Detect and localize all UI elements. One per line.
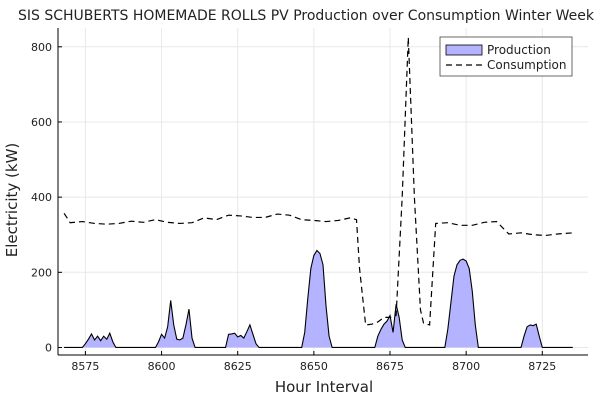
x-tick-label-6: 8725	[528, 360, 556, 373]
series-layer	[63, 37, 573, 349]
legend: Production Consumption	[439, 36, 573, 77]
axis-layer: 8575 8600 8625 8650 8675 8700 8725 0 200 400 600 80…	[31, 28, 588, 373]
legend-box	[439, 36, 573, 77]
x-tick-label-3: 8650	[300, 360, 328, 373]
x-tick-label-0: 8575	[71, 360, 99, 373]
legend-swatch-production	[445, 44, 483, 56]
x-tick-label-4: 8675	[376, 360, 404, 373]
production-area	[64, 250, 573, 348]
y-tick-label-3: 600	[31, 116, 52, 129]
legend-label-consumption: Consumption	[487, 58, 566, 72]
chart-title: SIS SCHUBERTS HOMEMADE ROLLS PV Producti…	[18, 8, 595, 24]
x-tick-label-5: 8700	[452, 360, 480, 373]
consumption-line	[63, 37, 573, 326]
legend-label-production: Production	[487, 43, 551, 57]
y-tick-label-4: 800	[31, 41, 52, 54]
y-tick-label-0: 0	[45, 341, 52, 354]
y-tick-label-2: 400	[31, 191, 52, 204]
y-tick-label-1: 200	[31, 266, 52, 279]
production-line	[64, 249, 573, 349]
x-axis-label: Hour Interval	[275, 378, 373, 396]
x-tick-label-1: 8600	[148, 360, 176, 373]
x-tick-label-2: 8625	[224, 360, 252, 373]
y-axis-label: Electricity (kW)	[3, 143, 21, 258]
